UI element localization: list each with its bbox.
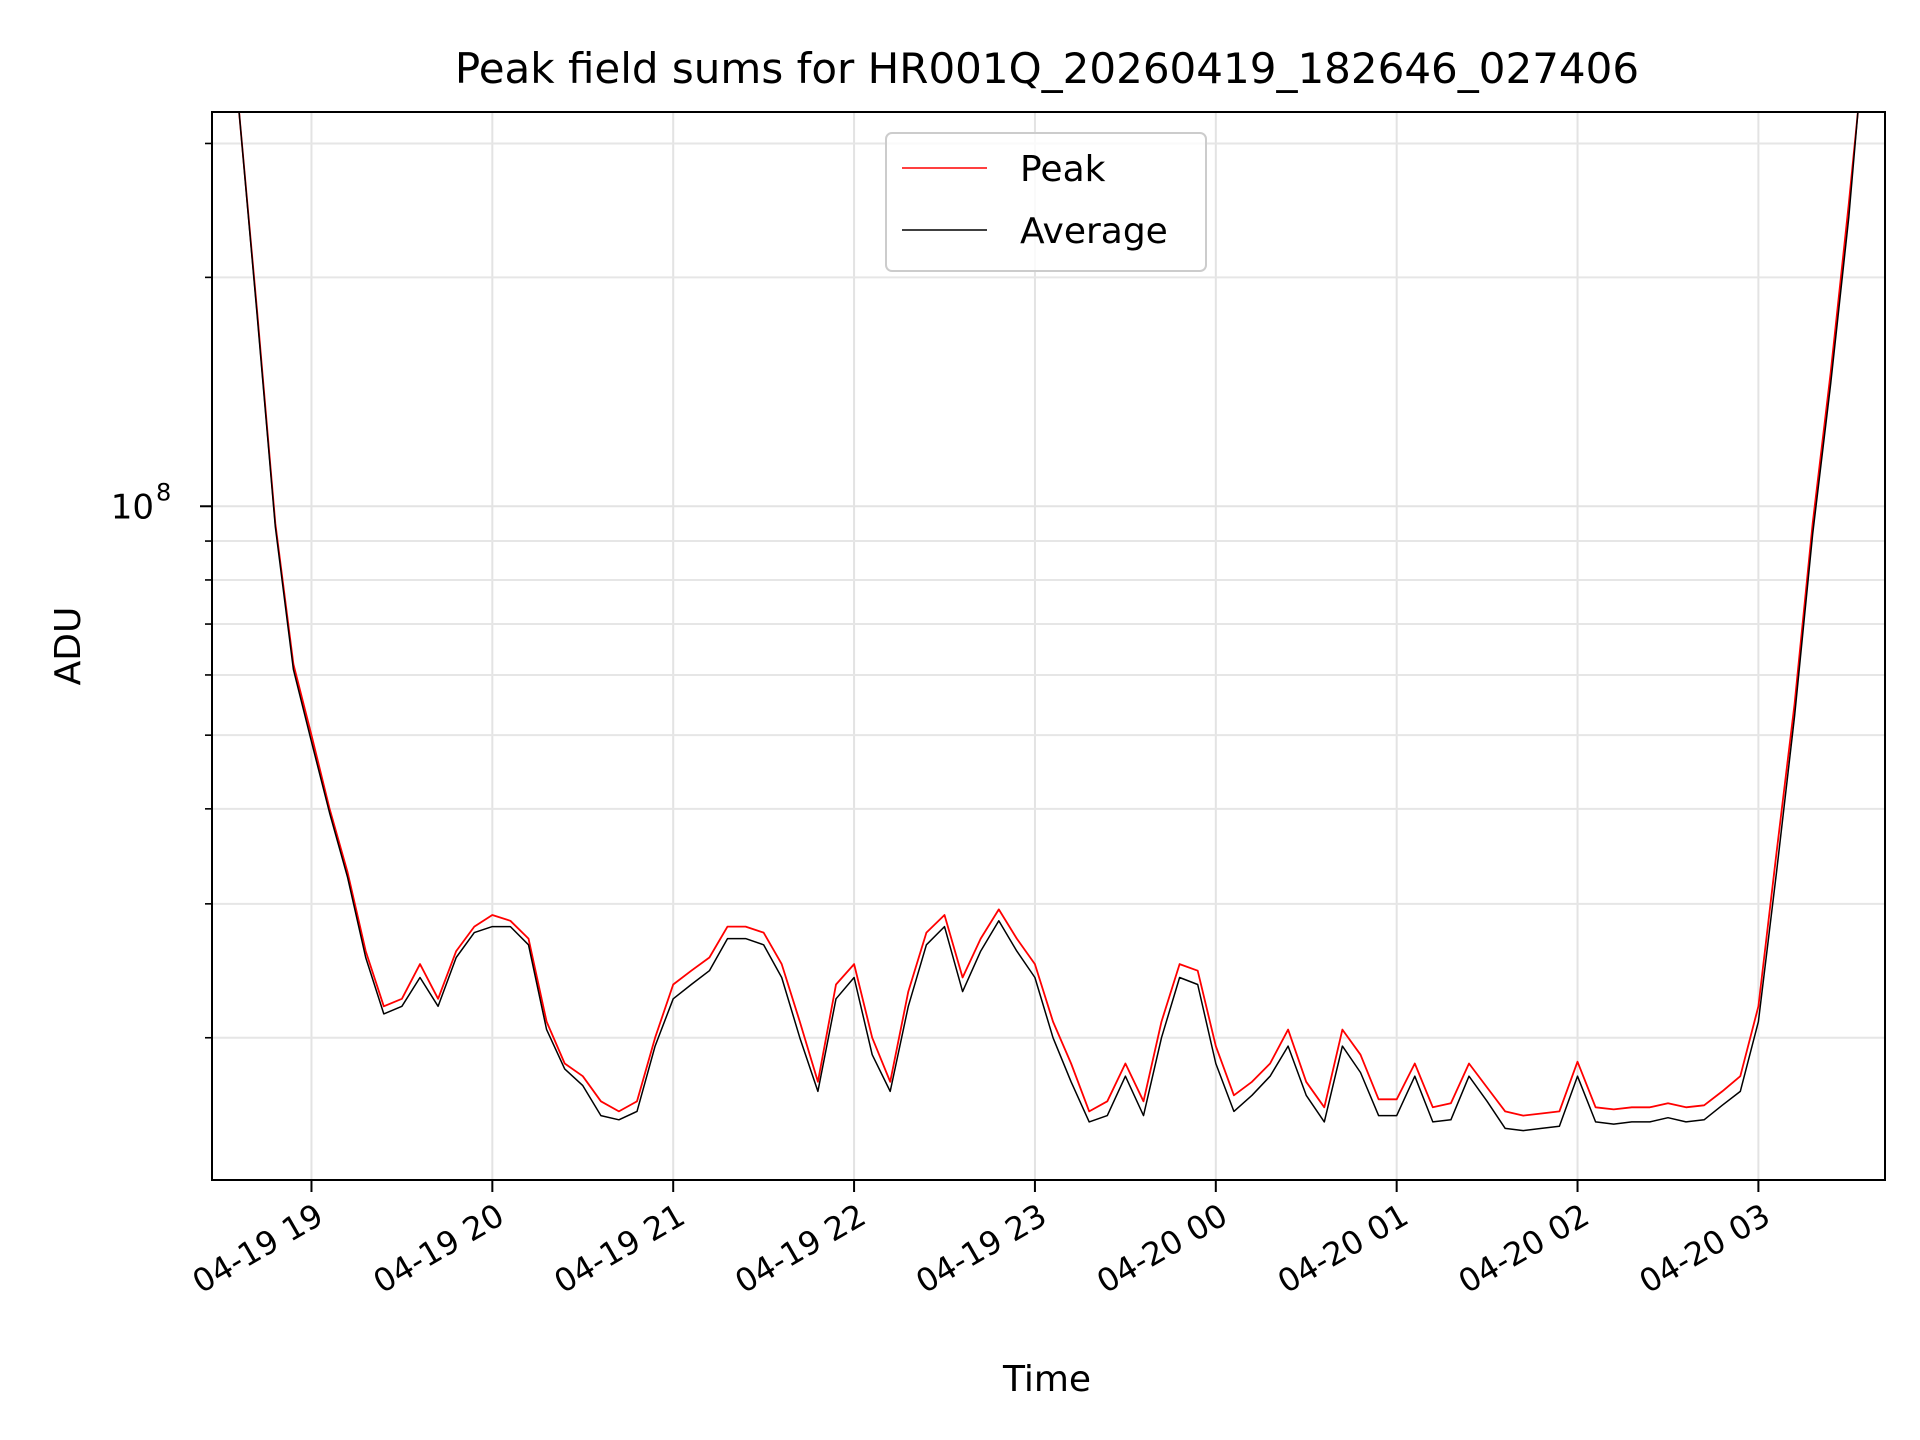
- y-tick-label-exponent: 8: [156, 478, 171, 506]
- plot-frame: [211, 111, 1886, 1181]
- series-line-average: [238, 112, 1859, 1132]
- chart-title: Peak field sums for HR001Q_20260419_1826…: [455, 44, 1639, 93]
- y-axis-label: ADU: [48, 607, 89, 686]
- legend-label-average: Average: [1020, 211, 1168, 252]
- legend-label-peak: Peak: [1020, 149, 1106, 190]
- legend: Peak Average: [885, 132, 1207, 272]
- series-line-peak: [238, 112, 1859, 1117]
- grid: [212, 112, 1885, 1180]
- y-tick-label: 10: [111, 487, 154, 527]
- series-group: [238, 112, 1859, 1132]
- x-axis-label: Time: [1002, 1359, 1091, 1400]
